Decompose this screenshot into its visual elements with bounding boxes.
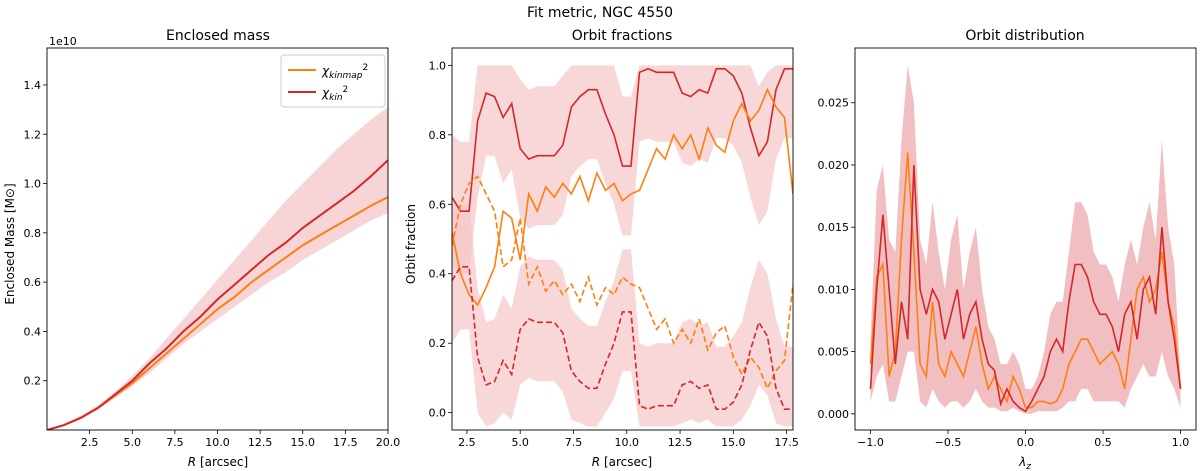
distribution-xtick-label: 0.5 xyxy=(1094,436,1112,449)
mass-xtick-label: 2.5 xyxy=(81,436,99,449)
fractions-band-0 xyxy=(452,65,793,274)
distribution-line-orange xyxy=(869,152,1182,409)
distribution-title: Orbit distribution xyxy=(965,28,1084,44)
fractions-ylabel: Orbit fraction xyxy=(404,204,418,284)
mass-xtick-label: 10.0 xyxy=(205,436,230,449)
distribution-xtick-label: 1.0 xyxy=(1172,436,1190,449)
fractions-xtick-label: 2.5 xyxy=(458,436,476,449)
fractions-band-1 xyxy=(452,204,793,427)
distribution-line-red xyxy=(869,164,1182,413)
mass-xtick-label: 20.0 xyxy=(376,436,401,449)
mass-ytick-label: 0.6 xyxy=(24,276,42,289)
fractions-xlabel: R [arcsec] xyxy=(592,455,652,469)
mass-ytick-label: 0.4 xyxy=(24,325,42,338)
mass-ytick-label: 0.2 xyxy=(24,375,42,388)
mass-frame xyxy=(46,47,389,431)
distribution-xtick-label: −0.5 xyxy=(935,436,962,449)
fractions-frame xyxy=(451,47,794,431)
legend-label-kinmap: χkinmap2 xyxy=(321,63,368,81)
distribution-ytick-label: 0.005 xyxy=(818,346,850,359)
fractions-ytick-label: 1.0 xyxy=(429,59,447,72)
fractions-ytick-label: 0.2 xyxy=(429,337,447,350)
legend-label-kin: χkin2 xyxy=(321,85,348,103)
fractions-line-red_dashed xyxy=(452,266,793,411)
mass-xtick-label: 17.5 xyxy=(333,436,358,449)
mass-uncertainty-band xyxy=(47,107,388,430)
mass-xtick-label: 7.5 xyxy=(166,436,184,449)
mass-xtick-label: 5.0 xyxy=(124,436,142,449)
distribution-ytick-label: 0.015 xyxy=(818,221,850,234)
mass-xtick-label: 12.5 xyxy=(248,436,273,449)
mass-xtick-label: 15.0 xyxy=(291,436,316,449)
fractions-line-orange_solid xyxy=(452,87,793,307)
fractions-line-orange_dashed xyxy=(452,175,793,391)
mass-ytick-label: 1.4 xyxy=(24,79,42,92)
fractions-ytick-label: 0.8 xyxy=(429,129,447,142)
fractions-ytick-label: 0.4 xyxy=(429,268,447,281)
mass-title: Enclosed mass xyxy=(166,28,270,44)
fractions-xtick-label: 10.0 xyxy=(615,436,640,449)
mass-ytick-label: 1.0 xyxy=(24,178,42,191)
fractions-xtick-label: 5.0 xyxy=(511,436,529,449)
figure-suptitle: Fit metric, NGC 4550 xyxy=(527,5,673,21)
distribution-ytick-label: 0.010 xyxy=(818,283,850,296)
mass-ylabel: Enclosed Mass [M⊙] xyxy=(3,183,17,304)
distribution-frame xyxy=(854,47,1197,431)
fractions-xtick-label: 7.5 xyxy=(565,436,583,449)
fractions-title: Orbit fractions xyxy=(572,28,673,44)
distribution-ytick-label: 0.025 xyxy=(818,97,850,110)
mass-offset-label: 1e10 xyxy=(49,35,77,48)
fractions-ytick-label: 0.0 xyxy=(429,407,447,420)
mass-xlabel: R [arcsec] xyxy=(188,455,248,469)
distribution-ytick-label: 0.000 xyxy=(818,408,850,421)
fractions-xtick-label: 15.0 xyxy=(721,436,746,449)
mass-ytick-label: 1.2 xyxy=(24,128,42,141)
mass-legend: χkinmap2 χkin2 xyxy=(280,54,386,108)
fractions-xtick-label: 17.5 xyxy=(774,436,799,449)
fractions-line-red_solid xyxy=(452,67,793,212)
distribution-xlabel: λz xyxy=(1018,455,1031,471)
fractions-xtick-label: 12.5 xyxy=(668,436,693,449)
mass-ytick-label: 0.8 xyxy=(24,227,42,240)
legend-box xyxy=(280,54,386,108)
distribution-xtick-label: −1.0 xyxy=(857,436,884,449)
mass-line-kin xyxy=(47,159,388,430)
fractions-ytick-label: 0.6 xyxy=(429,198,447,211)
distribution-ytick-label: 0.020 xyxy=(818,159,850,172)
distribution-xtick-label: 0.0 xyxy=(1017,436,1035,449)
